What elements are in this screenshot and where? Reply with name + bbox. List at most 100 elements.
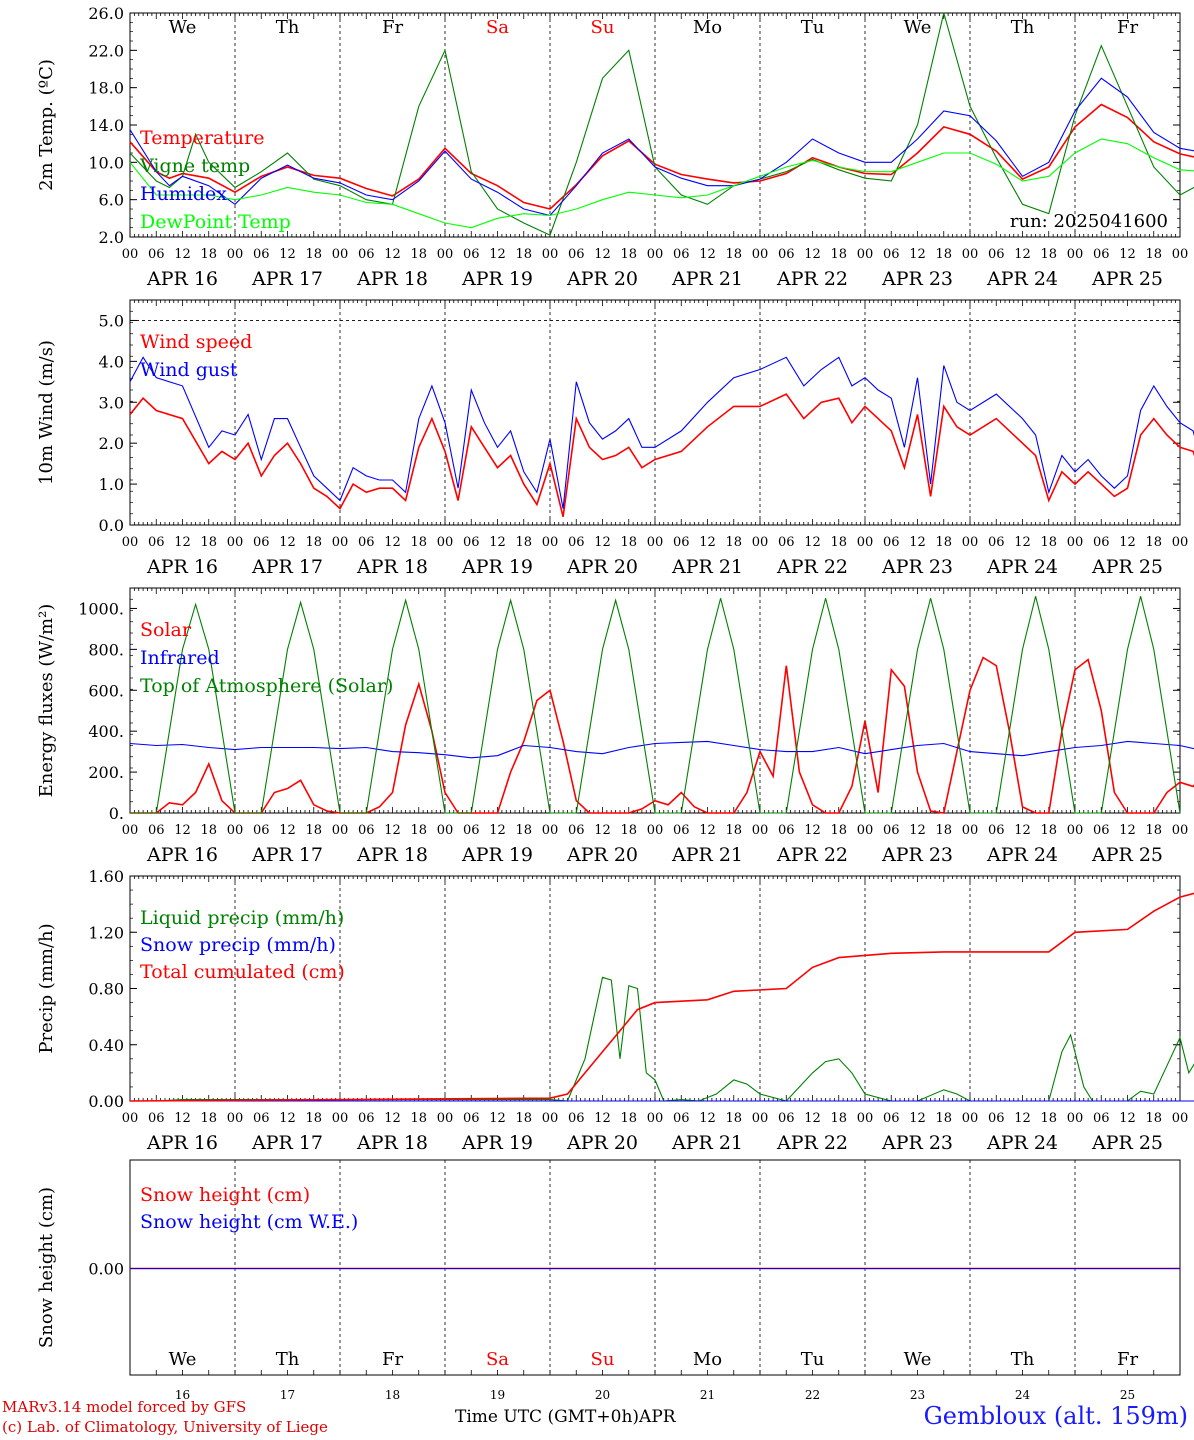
date-label: APR 25 bbox=[1091, 1132, 1163, 1154]
hour-tick-label: 18 bbox=[305, 247, 322, 262]
hour-tick-label: 06 bbox=[1093, 823, 1110, 838]
hour-tick-label: 00 bbox=[752, 247, 769, 262]
hour-tick-label: 00 bbox=[542, 247, 559, 262]
hour-tick-label: 00 bbox=[752, 823, 769, 838]
y-tick-label: 800. bbox=[88, 640, 124, 659]
y-axis-title: 2m Temp. (ºC) bbox=[36, 59, 57, 191]
date-label: APR 25 bbox=[1091, 268, 1163, 290]
weekday-label: Tu bbox=[801, 1349, 825, 1370]
hour-tick-label: 00 bbox=[332, 823, 349, 838]
hour-tick-label: 00 bbox=[1067, 535, 1084, 550]
y-tick-label: 5.0 bbox=[99, 311, 124, 330]
date-label: APR 23 bbox=[881, 268, 953, 290]
hour-tick-label: 00 bbox=[1172, 823, 1189, 838]
legend-entry: Snow height (cm W.E.) bbox=[140, 1211, 358, 1233]
y-tick-label: 1.0 bbox=[99, 475, 124, 494]
date-label: APR 24 bbox=[986, 1132, 1058, 1154]
date-label: APR 24 bbox=[986, 844, 1058, 866]
date-label: APR 17 bbox=[251, 844, 323, 866]
hour-tick-label: 18 bbox=[935, 535, 952, 550]
hour-tick-label: 18 bbox=[725, 247, 742, 262]
hour-tick-label: 00 bbox=[647, 247, 664, 262]
hour-tick-label: 18 bbox=[305, 1111, 322, 1126]
hour-tick-label: 06 bbox=[988, 247, 1005, 262]
y-tick-label: 0.40 bbox=[88, 1036, 124, 1055]
y-tick-label: 26.0 bbox=[88, 4, 124, 23]
date-label: APR 24 bbox=[986, 556, 1058, 578]
series-line-humidex bbox=[129, 77, 1194, 217]
hour-tick-label: 18 bbox=[515, 1111, 532, 1126]
hour-tick-label: 00 bbox=[227, 535, 244, 550]
hour-tick-label: 06 bbox=[568, 1111, 585, 1126]
hour-tick-label: 12 bbox=[489, 1111, 506, 1126]
date-label: APR 23 bbox=[881, 556, 953, 578]
hour-tick-label: 00 bbox=[647, 823, 664, 838]
hour-tick-label: 00 bbox=[647, 1111, 664, 1126]
weekday-label: Tu bbox=[801, 17, 825, 38]
copyright-credit: (c) Lab. of Climatology, University of L… bbox=[2, 1418, 328, 1436]
legend-entry: Solar bbox=[140, 619, 192, 641]
hour-tick-label: 06 bbox=[883, 1111, 900, 1126]
legend-entry: Total cumulated (cm) bbox=[140, 961, 345, 983]
y-axis-title: Energy fluxes (W/m²) bbox=[36, 604, 57, 798]
hour-tick-label: 06 bbox=[883, 823, 900, 838]
hour-tick-label: 12 bbox=[174, 535, 191, 550]
weekday-label: Su bbox=[591, 17, 615, 38]
y-tick-label: 10.0 bbox=[88, 153, 124, 172]
hour-tick-label: 00 bbox=[752, 535, 769, 550]
hour-tick-label: 00 bbox=[227, 247, 244, 262]
y-tick-label: 0.00 bbox=[88, 1260, 124, 1279]
hour-tick-label: 00 bbox=[542, 535, 559, 550]
legend-entry: Temperature bbox=[140, 127, 264, 149]
weekday-label: We bbox=[904, 17, 932, 38]
series-line-liquid-precip-mm-h- bbox=[130, 976, 1194, 1102]
hour-tick-label: 12 bbox=[384, 247, 401, 262]
hour-tick-label: 18 bbox=[410, 1111, 427, 1126]
series-line-wind-gust bbox=[129, 356, 1194, 509]
hour-tick-label: 12 bbox=[384, 1111, 401, 1126]
time-axis-title: Time UTC (GMT+0h) bbox=[455, 1407, 640, 1427]
hour-tick-label: 06 bbox=[673, 247, 690, 262]
hour-tick-label: 00 bbox=[332, 535, 349, 550]
date-label: APR 21 bbox=[671, 1132, 743, 1154]
hour-tick-label: 00 bbox=[752, 1111, 769, 1126]
hour-tick-label: 06 bbox=[358, 823, 375, 838]
series-line-infrared bbox=[129, 740, 1194, 759]
y-tick-label: 1.20 bbox=[88, 923, 124, 942]
hour-tick-label: 06 bbox=[673, 1111, 690, 1126]
y-tick-label: 3.0 bbox=[99, 393, 124, 412]
hour-tick-label: 18 bbox=[515, 823, 532, 838]
hour-tick-label: 12 bbox=[489, 247, 506, 262]
hour-tick-label: 18 bbox=[830, 1111, 847, 1126]
weekday-label: We bbox=[904, 1349, 932, 1370]
date-label: APR 19 bbox=[461, 556, 533, 578]
y-tick-label: 22.0 bbox=[88, 41, 124, 60]
series-line-temperature bbox=[129, 103, 1194, 210]
model-credit: MARv3.14 model forced by GFS bbox=[2, 1398, 247, 1416]
hour-tick-label: 18 bbox=[515, 535, 532, 550]
date-label: APR 17 bbox=[251, 556, 323, 578]
hour-tick-label: 06 bbox=[253, 823, 270, 838]
hour-tick-label: 06 bbox=[778, 535, 795, 550]
hour-tick-label: 00 bbox=[962, 1111, 979, 1126]
hour-tick-label: 12 bbox=[699, 823, 716, 838]
date-label: APR 16 bbox=[146, 556, 218, 578]
hour-tick-label: 18 bbox=[200, 823, 217, 838]
hour-tick-label: 00 bbox=[962, 247, 979, 262]
weekday-label: Th bbox=[276, 1349, 300, 1370]
day-number-label: 23 bbox=[910, 1388, 925, 1402]
hour-tick-label: 12 bbox=[174, 247, 191, 262]
hour-tick-label: 06 bbox=[148, 535, 165, 550]
hour-tick-label: 18 bbox=[620, 823, 637, 838]
hour-tick-label: 00 bbox=[542, 1111, 559, 1126]
weekday-label: Sa bbox=[486, 1349, 509, 1370]
y-tick-label: 0.80 bbox=[88, 980, 124, 999]
hour-tick-label: 00 bbox=[542, 823, 559, 838]
hour-tick-label: 00 bbox=[122, 535, 139, 550]
legend-entry: Snow precip (mm/h) bbox=[140, 934, 336, 956]
date-label: APR 20 bbox=[566, 556, 638, 578]
hour-tick-label: 12 bbox=[384, 823, 401, 838]
y-tick-label: 0.00 bbox=[88, 1092, 124, 1111]
hour-tick-label: 00 bbox=[1067, 823, 1084, 838]
date-label: APR 21 bbox=[671, 844, 743, 866]
